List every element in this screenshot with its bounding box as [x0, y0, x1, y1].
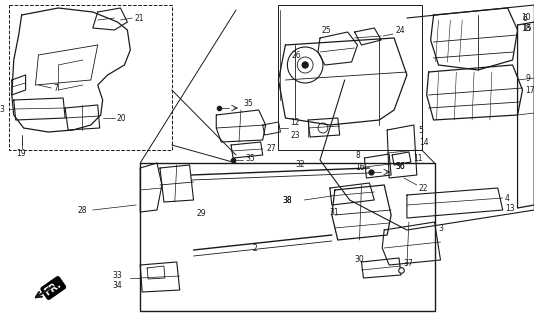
- Text: 38: 38: [282, 196, 292, 204]
- Text: 16: 16: [355, 163, 365, 172]
- Text: 21: 21: [134, 13, 144, 22]
- Text: 33: 33: [113, 270, 122, 279]
- Text: 18: 18: [521, 23, 531, 33]
- Text: 24: 24: [395, 26, 405, 35]
- Text: 10: 10: [521, 12, 531, 21]
- Text: 5: 5: [419, 125, 424, 134]
- Text: 8: 8: [355, 150, 360, 159]
- Text: 37: 37: [403, 260, 413, 268]
- Circle shape: [302, 62, 308, 68]
- Text: 25: 25: [322, 26, 331, 35]
- Text: 3: 3: [0, 105, 4, 114]
- Text: 28: 28: [78, 205, 88, 214]
- Bar: [140, 163, 434, 311]
- Text: 20: 20: [117, 114, 126, 123]
- Text: 15: 15: [523, 23, 532, 33]
- Text: 11: 11: [413, 154, 422, 163]
- Text: 36: 36: [395, 162, 405, 171]
- Text: 22: 22: [419, 183, 429, 193]
- Text: 2: 2: [253, 244, 258, 252]
- Text: 23: 23: [291, 131, 300, 140]
- Text: 32: 32: [295, 159, 305, 169]
- Text: 26: 26: [292, 51, 301, 60]
- Text: 31: 31: [330, 207, 339, 217]
- Text: FR.: FR.: [43, 279, 63, 297]
- Text: 30: 30: [354, 255, 364, 265]
- Text: 19: 19: [16, 148, 25, 157]
- Text: 7: 7: [53, 84, 58, 92]
- Text: 27: 27: [267, 143, 276, 153]
- Text: 6: 6: [523, 13, 527, 22]
- Text: 12: 12: [291, 117, 300, 126]
- Text: 17: 17: [526, 85, 535, 94]
- Text: 9: 9: [526, 74, 531, 83]
- Text: 35: 35: [243, 99, 253, 108]
- Text: 29: 29: [197, 209, 206, 218]
- Text: 36: 36: [395, 162, 405, 171]
- Text: 34: 34: [113, 281, 122, 290]
- Text: 38: 38: [282, 196, 292, 204]
- Text: 14: 14: [419, 138, 429, 147]
- Text: 4: 4: [505, 194, 510, 203]
- Bar: [279, 5, 422, 150]
- Text: 13: 13: [505, 204, 514, 212]
- Text: 3: 3: [439, 223, 444, 233]
- Bar: [9, 5, 172, 150]
- Text: 35: 35: [245, 154, 255, 163]
